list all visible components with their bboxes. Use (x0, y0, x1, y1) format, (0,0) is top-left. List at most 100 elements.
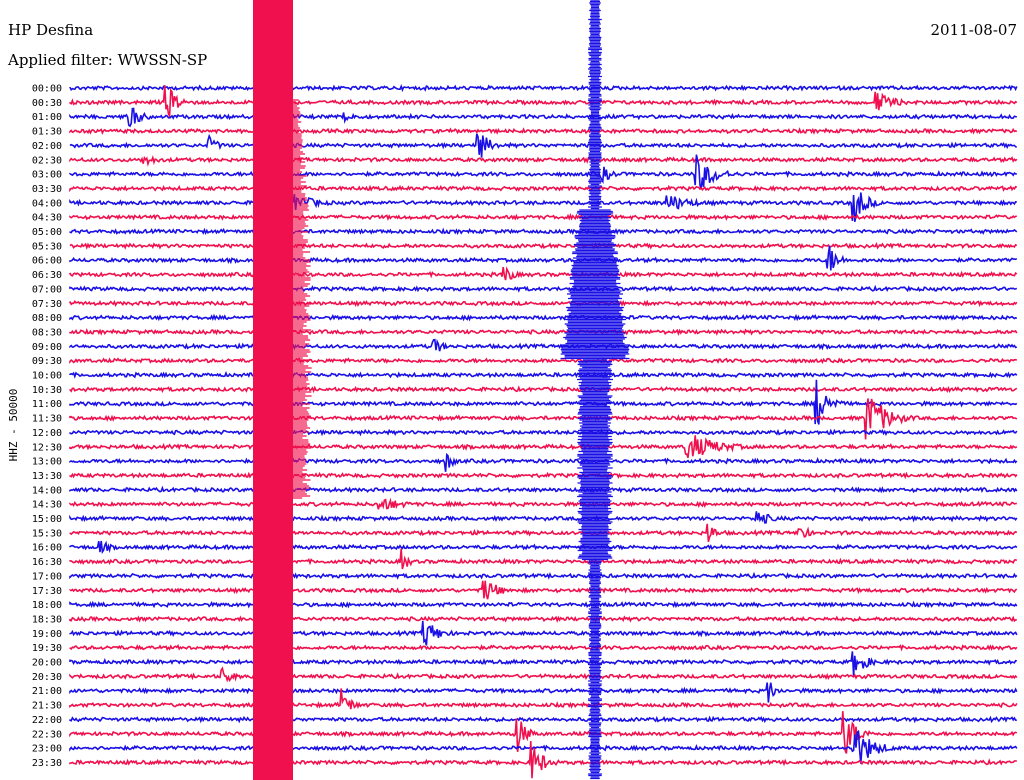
trace-time-label: 21:00 (32, 686, 62, 697)
trace-0200 (69, 133, 1017, 158)
trace-time-label: 23:00 (32, 744, 62, 755)
trace-time-label: 22:30 (32, 729, 62, 740)
trace-1930 (69, 644, 1018, 652)
trace-1300 (69, 452, 1018, 472)
trace-1900 (69, 620, 1018, 646)
trace-1800 (69, 600, 1018, 609)
trace-0500 (69, 227, 1018, 236)
trace-1530 (69, 523, 1018, 542)
trace-1600 (69, 540, 1018, 555)
trace-time-label: 17:30 (32, 586, 62, 597)
trace-0330 (69, 184, 1018, 193)
trace-0600 (69, 245, 1018, 271)
trace-2100 (69, 682, 1018, 703)
trace-1230 (69, 435, 1018, 459)
traces-group (69, 84, 1018, 779)
trace-time-label: 01:30 (32, 127, 62, 138)
trace-1030 (69, 385, 1018, 394)
trace-1200 (69, 428, 1018, 437)
trace-0000 (69, 84, 1018, 93)
trace-0830 (69, 328, 1018, 337)
trace-time-label: 08:00 (32, 313, 62, 324)
trace-1830 (69, 615, 1017, 624)
trace-time-label: 09:00 (32, 342, 62, 353)
trace-time-label: 15:30 (32, 528, 62, 539)
trace-0400 (69, 188, 1017, 223)
trace-time-label: 03:00 (32, 170, 62, 181)
trace-time-label: 03:30 (32, 184, 62, 195)
trace-2030 (69, 666, 1018, 683)
trace-0930 (69, 357, 1018, 365)
trace-time-label: 02:30 (32, 155, 62, 166)
trace-time-label: 00:30 (32, 98, 62, 109)
trace-2300 (69, 729, 1018, 764)
trace-time-label: 20:30 (32, 672, 62, 683)
trace-time-label: 14:00 (32, 485, 62, 496)
trace-time-label: 11:30 (32, 414, 62, 425)
trace-time-label: 16:00 (32, 543, 62, 554)
trace-time-label: 12:00 (32, 428, 62, 439)
red-coda (293, 99, 313, 499)
trace-time-label: 19:30 (32, 643, 62, 654)
trace-time-label: 19:00 (32, 629, 62, 640)
trace-1000 (69, 370, 1018, 379)
trace-1130 (69, 398, 1018, 440)
trace-2200 (69, 715, 1017, 724)
trace-time-label: 11:00 (32, 399, 62, 410)
trace-time-label: 18:00 (32, 600, 62, 611)
trace-time-label: 18:30 (32, 614, 62, 625)
trace-time-label: 12:30 (32, 442, 62, 453)
tick-labels-group: 00:00 00:30 01:00 01:30 02:00 02:30 03:00 03:30… (32, 84, 62, 769)
large-earthquake-band (253, 0, 630, 780)
trace-time-label: 09:30 (32, 356, 62, 367)
trace-time-label: 00:00 (32, 84, 62, 95)
trace-time-label: 04:30 (32, 213, 62, 224)
trace-0730 (69, 299, 1018, 308)
trace-0300 (69, 154, 1017, 190)
trace-time-label: 13:00 (32, 457, 62, 468)
trace-time-label: 07:30 (32, 299, 62, 310)
station-title: HP Desfina (8, 21, 93, 39)
trace-time-label: 04:00 (32, 198, 62, 209)
channel-axis-label: HHZ - 50000 (7, 389, 20, 462)
trace-1330 (69, 471, 1018, 480)
trace-0100 (69, 107, 1018, 128)
trace-1500 (69, 511, 1018, 524)
trace-time-label: 16:30 (32, 557, 62, 568)
trace-time-label: 01:00 (32, 112, 62, 123)
trace-0030 (69, 85, 1018, 120)
trace-time-label: 22:00 (32, 715, 62, 726)
trace-time-label: 20:00 (32, 658, 62, 669)
trace-0700 (69, 284, 1018, 293)
trace-time-label: 05:00 (32, 227, 62, 238)
trace-1400 (69, 485, 1018, 494)
trace-1700 (69, 571, 1018, 580)
trace-0430 (69, 213, 1017, 222)
trace-1100 (69, 379, 1018, 425)
trace-time-label: 05:30 (32, 241, 62, 252)
trace-0630 (69, 266, 1018, 281)
trace-0800 (69, 313, 1018, 322)
trace-time-label: 07:00 (32, 284, 62, 295)
trace-time-label: 08:30 (32, 327, 62, 338)
trace-2000 (69, 651, 1017, 676)
trace-time-label: 21:30 (32, 701, 62, 712)
trace-time-label: 14:30 (32, 500, 62, 511)
date-label: 2011-08-07 (931, 21, 1017, 39)
trace-time-label: 15:00 (32, 514, 62, 525)
saturated-red-band (253, 0, 293, 780)
trace-2130 (69, 688, 1018, 710)
filter-label: Applied filter: WWSSN-SP (7, 51, 207, 69)
trace-time-label: 06:00 (32, 256, 62, 267)
trace-1430 (69, 497, 1017, 510)
trace-0900 (69, 338, 1018, 352)
trace-time-label: 17:00 (32, 571, 62, 582)
trace-0530 (69, 241, 1018, 250)
trace-0130 (69, 127, 1018, 135)
trace-1630 (69, 548, 1018, 570)
trace-time-label: 13:30 (32, 471, 62, 482)
trace-time-label: 10:00 (32, 371, 62, 382)
trace-0230 (69, 154, 1018, 167)
trace-time-label: 10:30 (32, 385, 62, 396)
